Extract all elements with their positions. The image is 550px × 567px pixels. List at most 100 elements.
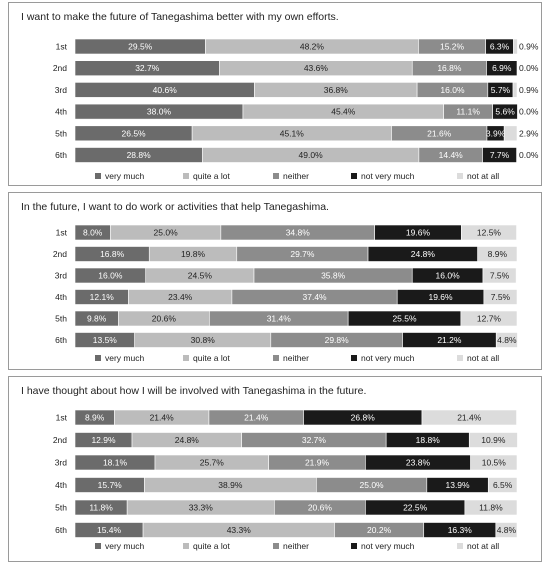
legend-label: not very much [361,171,415,181]
data-label: 20.6% [152,314,177,324]
chart-title-3: I have thought about how I will be invol… [21,385,367,397]
legend-swatch [273,543,279,549]
data-label: 0.9% [519,85,539,95]
data-label: 16.0% [436,271,461,281]
legend-label: very much [105,171,144,181]
bar-segment [492,103,518,120]
data-label: 16.3% [448,525,473,535]
legend-swatch [183,173,189,179]
data-label: 9.8% [87,314,107,324]
data-label: 15.4% [97,525,122,535]
legend-label: not at all [467,171,499,181]
legend-swatch [273,355,279,361]
data-label: 24.5% [188,271,213,281]
data-label: 19.6% [406,228,431,238]
bar-segment [421,409,517,426]
legend-swatch [457,543,463,549]
legend-label: quite a lot [193,353,230,363]
bar-segment [495,522,518,538]
chart-title-2: In the future, I want to do work or acti… [21,201,329,213]
legend-swatch [457,173,463,179]
data-label: 5.7% [491,85,511,95]
chart-title-1: I want to make the future of Tanegashima… [21,11,339,23]
category-label: 6th [55,335,67,345]
data-label: 8.0% [83,228,103,238]
data-label: 23.8% [406,458,431,468]
legend-label: quite a lot [193,541,230,551]
category-label: 2nd [53,435,67,445]
data-label: 11.8% [89,503,113,513]
data-label: 48.2% [300,42,325,52]
data-label: 22.5% [403,503,428,513]
data-label: 29.8% [325,335,350,345]
data-label: 12.9% [91,435,116,445]
data-label: 21.6% [427,128,452,138]
category-label: 4th [55,480,67,490]
category-label: 3rd [55,458,68,468]
data-label: 29.5% [128,42,153,52]
category-label: 5th [55,314,67,324]
data-label: 13.9% [445,480,470,490]
legend-label: neither [283,541,309,551]
bar-segment [513,38,518,55]
chart-panel-1: I want to make the future of Tanegashima… [8,2,542,186]
data-label: 32.7% [135,63,160,73]
category-label: 1st [56,413,68,423]
data-label: 5.6% [495,107,515,117]
data-label: 40.6% [153,85,178,95]
bar-segment [470,454,518,471]
data-label: 24.8% [175,435,200,445]
legend-label: very much [105,353,144,363]
bar-segment [512,82,518,98]
data-label: 20.6% [308,503,333,513]
data-label: 2.9% [519,128,539,138]
legend-swatch [351,543,357,549]
data-label: 12.5% [477,228,502,238]
chart-svg-3: 1st 8.9% 21.4% 21.4% 26.8% 21.4% 2nd 12.9% 24.8%… [53,409,518,551]
data-label: 45.4% [331,107,356,117]
data-label: 19.8% [181,249,206,259]
chart-svg-1: 1st 29.5% 48.2% 15.2% 6.3% 0.9% 2nd 32.7% 43.6% 1… [53,38,539,181]
legend-label: not very much [361,541,415,551]
data-label: 6.3% [490,42,510,52]
data-label: 43.6% [304,63,329,73]
category-label: 4th [55,292,67,302]
data-label: 0.0% [519,150,539,160]
legend-label: not very much [361,353,415,363]
legend-swatch [457,355,463,361]
bar-segment [487,477,518,493]
data-label: 16.8% [437,63,462,73]
legend-label: not at all [467,353,499,363]
data-label: 0.0% [519,107,539,117]
data-label: 21.4% [244,413,269,423]
data-label: 8.9% [488,249,508,259]
data-label: 38.9% [218,480,243,490]
category-label: 2nd [53,63,67,73]
data-label: 7.5% [490,271,510,281]
data-label: 12.7% [477,314,502,324]
data-label: 30.8% [191,335,216,345]
legend-label: very much [105,541,144,551]
data-label: 20.2% [367,525,392,535]
bar-segment [483,289,518,305]
data-label: 10.5% [482,458,507,468]
legend-swatch [95,355,101,361]
legend-swatch [183,355,189,361]
data-label: 10.9% [481,435,506,445]
bar-segment [482,147,517,163]
data-label: 25.0% [154,228,179,238]
bar-segment [503,125,518,142]
data-label: 16.8% [100,249,125,259]
data-label: 21.2% [437,335,462,345]
category-label: 6th [55,150,67,160]
legend-swatch [351,355,357,361]
data-label: 4.8% [497,525,517,535]
data-label: 45.1% [280,128,305,138]
data-label: 33.3% [189,503,214,513]
category-label: 3rd [55,271,68,281]
data-label: 32.7% [302,435,327,445]
data-label: 12.1% [90,292,115,302]
bar-segment [460,310,518,327]
data-label: 4.8% [497,335,517,345]
category-label: 4th [55,107,67,117]
